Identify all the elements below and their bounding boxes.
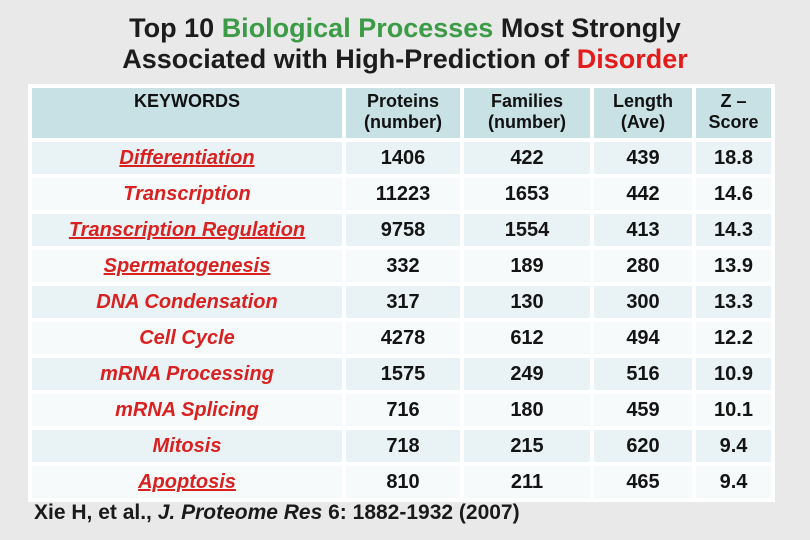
header-line: Z – (720, 91, 747, 111)
header-line: KEYWORDS (133, 91, 240, 111)
proteins-cell: 317 (346, 286, 460, 318)
citation: Xie H, et al., J. Proteome Res 6: 1882-1… (34, 501, 520, 525)
header-line: Families (490, 91, 564, 111)
length-cell: 465 (594, 466, 692, 498)
header-line: Length (613, 91, 673, 111)
header-line: Score (708, 112, 759, 132)
table-row: Differentiation 1406 422 439 18.8 (32, 142, 771, 174)
column-header-keywords: KEYWORDS (32, 88, 342, 138)
table-row: Transcription 11223 1653 442 14.6 (32, 178, 771, 210)
table-row: Cell Cycle 4278 612 494 12.2 (32, 322, 771, 354)
families-cell: 215 (464, 430, 590, 462)
zscore-cell: 9.4 (696, 430, 771, 462)
keyword-cell: Cell Cycle (32, 322, 342, 354)
zscore-cell: 10.1 (696, 394, 771, 426)
families-cell: 422 (464, 142, 590, 174)
table-row: Transcription Regulation 9758 1554 413 1… (32, 214, 771, 246)
column-header-families: Families (number) (464, 88, 590, 138)
table-row: mRNA Processing 1575 249 516 10.9 (32, 358, 771, 390)
families-cell: 180 (464, 394, 590, 426)
zscore-cell: 9.4 (696, 466, 771, 498)
biological-processes-table: KEYWORDS Proteins (number) Families (numbe… (28, 84, 775, 502)
length-cell: 516 (594, 358, 692, 390)
length-cell: 439 (594, 142, 692, 174)
table-row: Spermatogenesis 332 189 280 13.9 (32, 250, 771, 282)
table-row: Mitosis 718 215 620 9.4 (32, 430, 771, 462)
table-row: mRNA Splicing 716 180 459 10.1 (32, 394, 771, 426)
families-cell: 130 (464, 286, 590, 318)
keyword-cell: Transcription (32, 178, 342, 210)
title-text-black-2: Most Strongly (493, 13, 681, 43)
proteins-cell: 4278 (346, 322, 460, 354)
citation-volume-pages: 6: 1882-1932 (2007) (322, 501, 520, 524)
column-header-length: Length (Ave) (594, 88, 692, 138)
keyword-cell: mRNA Processing (32, 358, 342, 390)
proteins-cell: 810 (346, 466, 460, 498)
length-cell: 300 (594, 286, 692, 318)
zscore-cell: 14.6 (696, 178, 771, 210)
title-text-black-3: Associated with High-Prediction of (122, 44, 577, 74)
proteins-cell: 1575 (346, 358, 460, 390)
length-cell: 280 (594, 250, 692, 282)
zscore-cell: 14.3 (696, 214, 771, 246)
keyword-cell: Transcription Regulation (32, 214, 342, 246)
length-cell: 442 (594, 178, 692, 210)
proteins-cell: 11223 (346, 178, 460, 210)
proteins-cell: 332 (346, 250, 460, 282)
slide-title-line-1: Top 10 Biological Processes Most Strongl… (0, 13, 810, 44)
families-cell: 211 (464, 466, 590, 498)
table-row: Apoptosis 810 211 465 9.4 (32, 466, 771, 498)
length-cell: 620 (594, 430, 692, 462)
zscore-cell: 12.2 (696, 322, 771, 354)
keyword-cell: mRNA Splicing (32, 394, 342, 426)
length-cell: 413 (594, 214, 692, 246)
proteins-cell: 716 (346, 394, 460, 426)
table-header-row: KEYWORDS Proteins (number) Families (numbe… (32, 88, 771, 138)
families-cell: 1653 (464, 178, 590, 210)
families-cell: 612 (464, 322, 590, 354)
title-text-red: Disorder (576, 44, 688, 74)
header-line: Proteins (366, 91, 440, 111)
keyword-cell: Apoptosis (32, 466, 342, 498)
keyword-cell: Differentiation (32, 142, 342, 174)
table-row: DNA Condensation 317 130 300 13.3 (32, 286, 771, 318)
zscore-cell: 10.9 (696, 358, 771, 390)
proteins-cell: 1406 (346, 142, 460, 174)
proteins-cell: 9758 (346, 214, 460, 246)
length-cell: 459 (594, 394, 692, 426)
zscore-cell: 18.8 (696, 142, 771, 174)
citation-journal: J. Proteome Res (157, 501, 323, 524)
slide-title: Top 10 Biological Processes Most Strongl… (0, 0, 810, 75)
families-cell: 249 (464, 358, 590, 390)
title-text-green: Biological Processes (221, 13, 494, 43)
proteins-cell: 718 (346, 430, 460, 462)
length-cell: 494 (594, 322, 692, 354)
zscore-cell: 13.9 (696, 250, 771, 282)
families-cell: 1554 (464, 214, 590, 246)
column-header-zscore: Z – Score (696, 88, 771, 138)
keyword-cell: DNA Condensation (32, 286, 342, 318)
citation-authors: Xie H, et al., (34, 501, 158, 524)
slide-title-line-2: Associated with High-Prediction of Disor… (0, 44, 810, 75)
header-line: (Ave) (620, 112, 666, 132)
families-cell: 189 (464, 250, 590, 282)
header-line: (number) (488, 112, 566, 132)
zscore-cell: 13.3 (696, 286, 771, 318)
keyword-cell: Spermatogenesis (32, 250, 342, 282)
column-header-proteins: Proteins (number) (346, 88, 460, 138)
header-line: (number) (364, 112, 442, 132)
title-text-black-1: Top 10 (129, 13, 222, 43)
keyword-cell: Mitosis (32, 430, 342, 462)
